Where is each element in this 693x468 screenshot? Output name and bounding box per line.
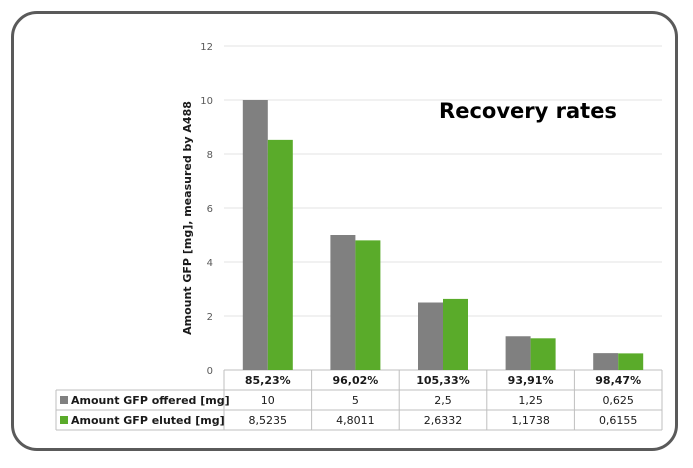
bar-offered (593, 353, 619, 370)
y-tick-label: 8 (207, 150, 213, 161)
category-label: 93,91% (508, 374, 554, 387)
table-cell: 1,1738 (511, 414, 550, 427)
bar-offered (242, 100, 268, 370)
bar-eluted (443, 298, 468, 370)
y-tick-label: 2 (207, 312, 213, 323)
table-cell: 2,6332 (424, 414, 463, 427)
y-tick-label: 10 (200, 96, 213, 107)
data-table: 85,23% 96,02% 105,33% 93,91% 98,47% Amount GF… (55, 370, 663, 431)
table-cell: 0,625 (602, 394, 634, 407)
y-tick-label: 4 (207, 258, 213, 269)
category-label: 96,02% (332, 374, 378, 387)
category-label: 85,23% (245, 374, 291, 387)
bar-offered (330, 235, 356, 370)
table-cell: 10 (261, 394, 275, 407)
legend-swatch (60, 416, 68, 424)
category-label: 105,33% (416, 374, 469, 387)
table-cell: 2,5 (434, 394, 452, 407)
legend-label: Amount GFP eluted [mg] (71, 414, 225, 427)
bar-eluted (618, 353, 644, 370)
bar-eluted (530, 338, 556, 370)
bars (242, 100, 644, 370)
table-cell: 0,6155 (599, 414, 638, 427)
y-axis-label: Amount GFP [mg], measured by A488 (181, 101, 194, 335)
y-tick-label: 6 (207, 204, 213, 215)
table-cell: 1,25 (518, 394, 543, 407)
gridlines (224, 45, 662, 371)
bar-offered (418, 302, 443, 370)
bar-eluted (355, 240, 381, 370)
y-tick-label: 0 (207, 366, 213, 377)
category-label: 98,47% (595, 374, 641, 387)
y-tick-label: 12 (200, 42, 213, 53)
legend-swatch (60, 396, 68, 404)
table-cell: 4,8011 (336, 414, 375, 427)
chart-frame (11, 11, 678, 451)
bar-eluted (267, 139, 293, 370)
table-cell: 8,5235 (249, 414, 288, 427)
y-axis-ticks: 0 2 4 6 8 10 12 (200, 42, 213, 377)
legend-label: Amount GFP offered [mg] (71, 394, 230, 407)
table-cell: 5 (352, 394, 359, 407)
chart-title: Recovery rates (439, 99, 617, 123)
bar-offered (505, 336, 531, 370)
